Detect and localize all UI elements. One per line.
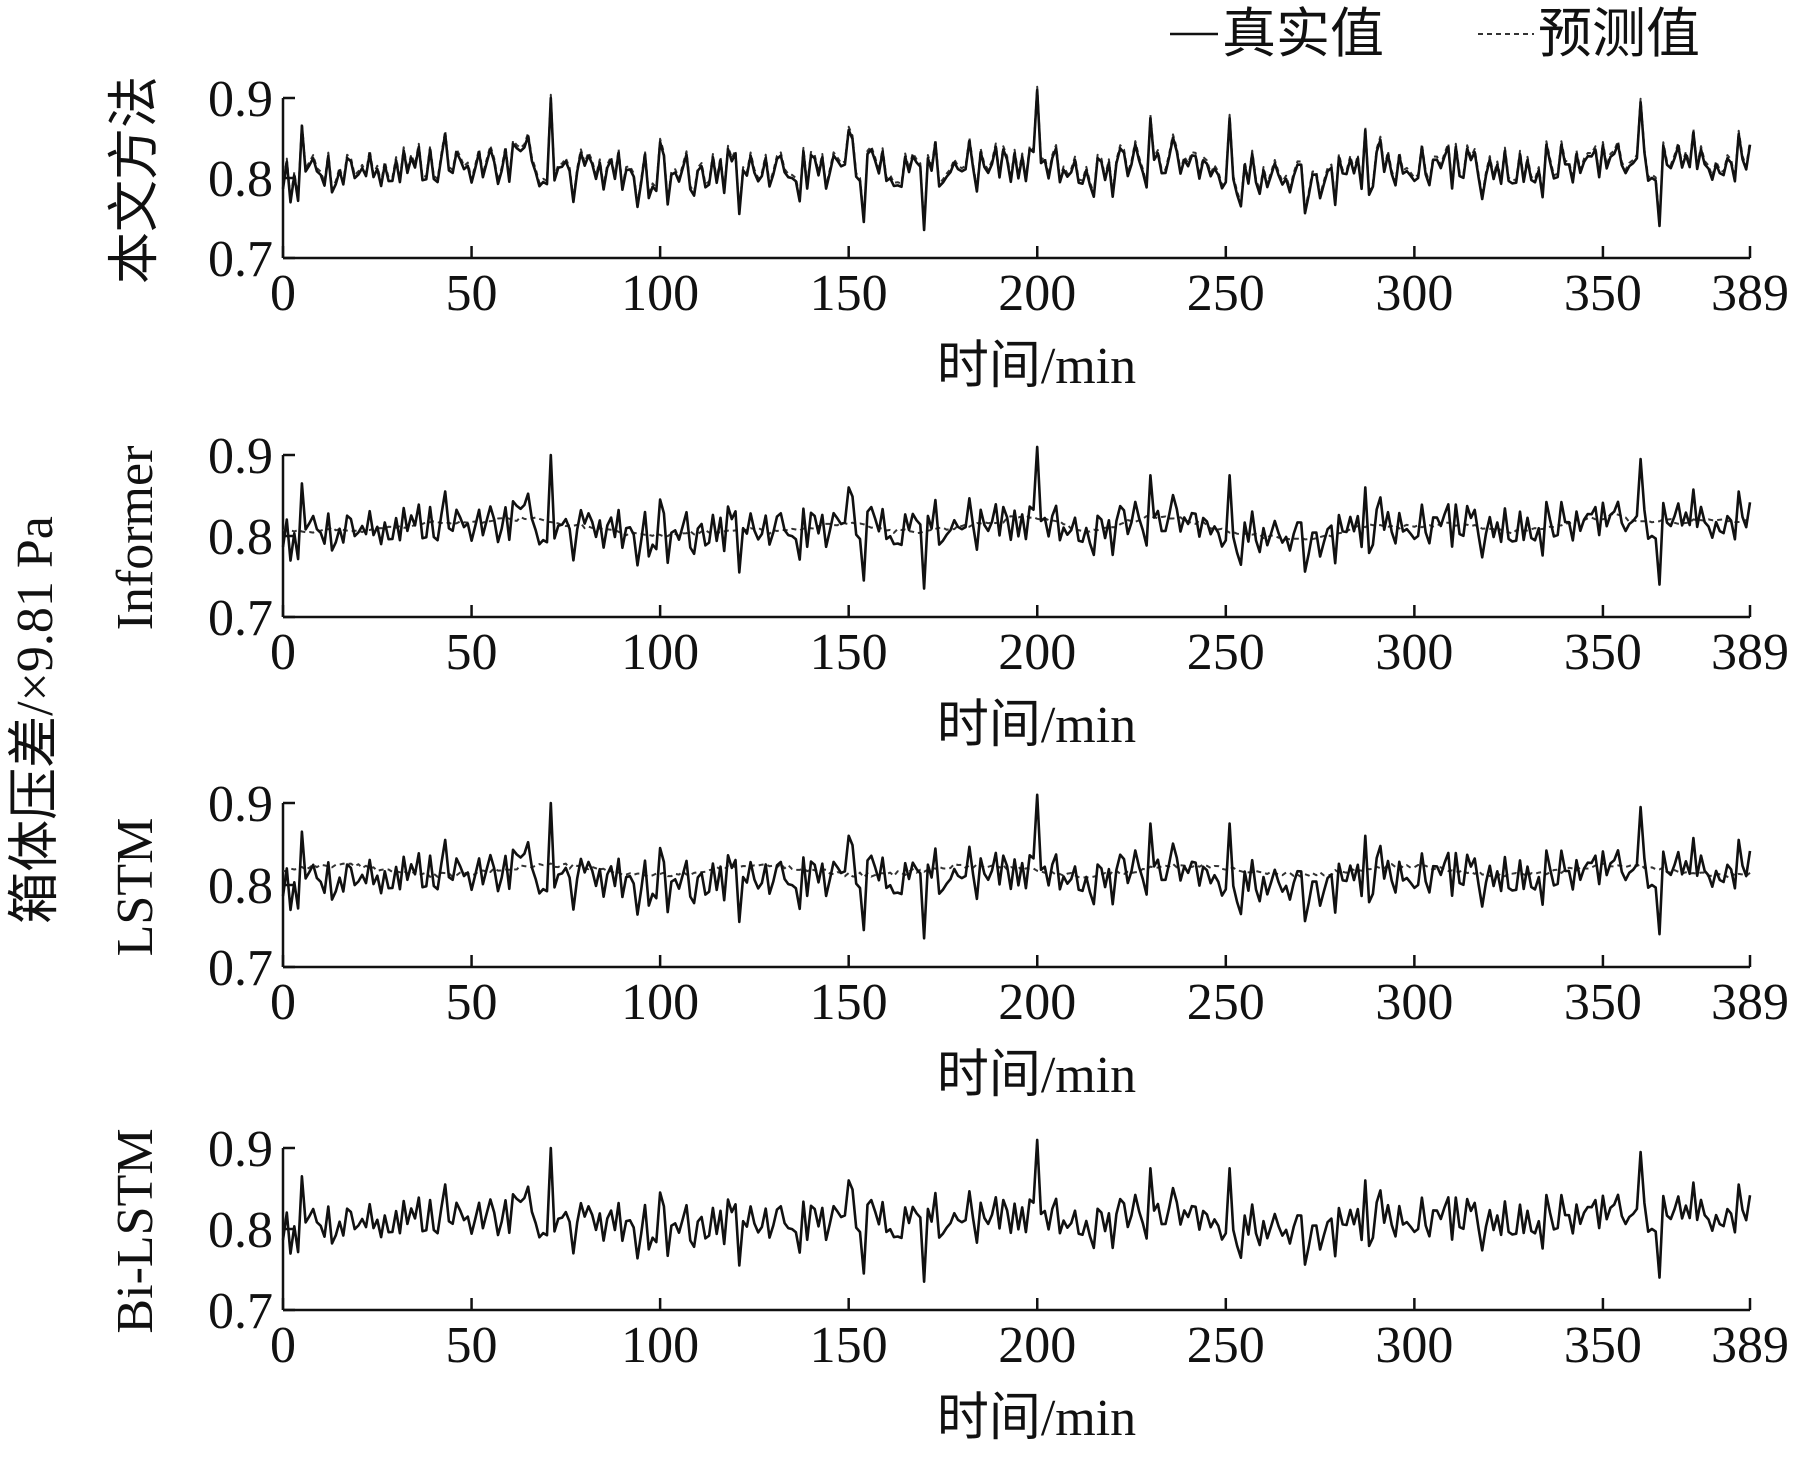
x-tick-label: 50: [446, 624, 498, 681]
x-tick-label: 250: [1187, 265, 1265, 322]
panel-ours: 0.7 0.8 0.9 0 50 100 150 200 250 300 350 389 时间/min 本…: [107, 71, 1789, 395]
panel-y-label: LSTM: [107, 818, 164, 957]
x-tick-label: 300: [1375, 1317, 1453, 1374]
x-tick-label: 0: [270, 624, 296, 681]
y-tick-label: 0.8: [208, 509, 273, 566]
x-tick-label: 150: [810, 1317, 888, 1374]
x-tick-label: 350: [1564, 1317, 1642, 1374]
y-tick-label: 0.9: [208, 1121, 273, 1178]
x-axis-label: 时间/min: [937, 1390, 1136, 1447]
panel-bilstm: 0.7 0.8 0.9 0 50 100 150 200 250 300 350 389 时间/min B…: [107, 1121, 1789, 1447]
x-tick-label: 150: [810, 265, 888, 322]
x-tick-label: 250: [1187, 974, 1265, 1031]
x-tick-label: 300: [1375, 974, 1453, 1031]
x-tick-label: 350: [1564, 624, 1642, 681]
y-tick-label: 0.8: [208, 1202, 273, 1259]
panel-informer: 0.7 0.8 0.9 0 50 100 150 200 250 300 350 389 时间/min I…: [107, 428, 1789, 754]
x-tick-label: 300: [1375, 265, 1453, 322]
x-tick-label: 250: [1187, 624, 1265, 681]
x-tick-label: 389: [1711, 265, 1789, 322]
y-tick-label: 0.7: [208, 1283, 273, 1340]
x-axis-label: 时间/min: [937, 697, 1136, 754]
x-tick-label: 200: [998, 624, 1076, 681]
x-tick-label: 350: [1564, 265, 1642, 322]
legend-label-pred: 预测值: [1538, 4, 1700, 64]
panel-lstm: 0.7 0.8 0.9 0 50 100 150 200 250 300 350 389 时间/min L…: [107, 776, 1789, 1104]
x-tick-label: 389: [1711, 1317, 1789, 1374]
x-tick-label: 200: [998, 974, 1076, 1031]
series-line-true: [281, 1138, 1752, 1283]
x-tick-label: 100: [621, 1317, 699, 1374]
series-line-true: [281, 793, 1752, 940]
x-tick-label: 389: [1711, 624, 1789, 681]
x-tick-label: 0: [270, 265, 296, 322]
x-tick-label: 389: [1711, 974, 1789, 1031]
series-line-true: [281, 88, 1752, 232]
x-tick-label: 50: [446, 974, 498, 1031]
y-tick-label: 0.8: [208, 858, 273, 915]
x-tick-label: 200: [998, 1317, 1076, 1374]
series-line-true: [281, 445, 1752, 590]
y-tick-label: 0.8: [208, 151, 273, 208]
panel-y-label: 本文方法: [107, 76, 164, 284]
y-tick-label: 0.7: [208, 231, 273, 288]
x-tick-label: 50: [446, 1317, 498, 1374]
x-tick-label: 200: [998, 265, 1076, 322]
panel-y-label: Informer: [107, 446, 164, 631]
x-tick-label: 100: [621, 265, 699, 322]
x-tick-label: 250: [1187, 1317, 1265, 1374]
x-tick-label: 350: [1564, 974, 1642, 1031]
legend: 真实值 预测值: [1170, 4, 1700, 64]
y-tick-label: 0.7: [208, 590, 273, 647]
y-tick-label: 0.9: [208, 428, 273, 485]
x-tick-label: 150: [810, 624, 888, 681]
series-line-pred: [282, 862, 1751, 879]
x-tick-label: 0: [270, 974, 296, 1031]
x-axis-label: 时间/min: [937, 338, 1136, 395]
common-y-axis-label: 箱体压差/×9.81 Pa: [7, 516, 64, 924]
x-axis-label: 时间/min: [937, 1047, 1136, 1104]
y-tick-label: 0.7: [208, 940, 273, 997]
x-tick-label: 150: [810, 974, 888, 1031]
legend-label-true: 真实值: [1222, 4, 1384, 64]
x-tick-label: 100: [621, 974, 699, 1031]
y-tick-label: 0.9: [208, 776, 273, 833]
x-tick-label: 50: [446, 265, 498, 322]
x-tick-label: 100: [621, 624, 699, 681]
x-tick-label: 300: [1375, 624, 1453, 681]
y-tick-label: 0.9: [208, 71, 273, 128]
panel-y-label: Bi-LSTM: [107, 1128, 164, 1333]
x-tick-label: 0: [270, 1317, 296, 1374]
